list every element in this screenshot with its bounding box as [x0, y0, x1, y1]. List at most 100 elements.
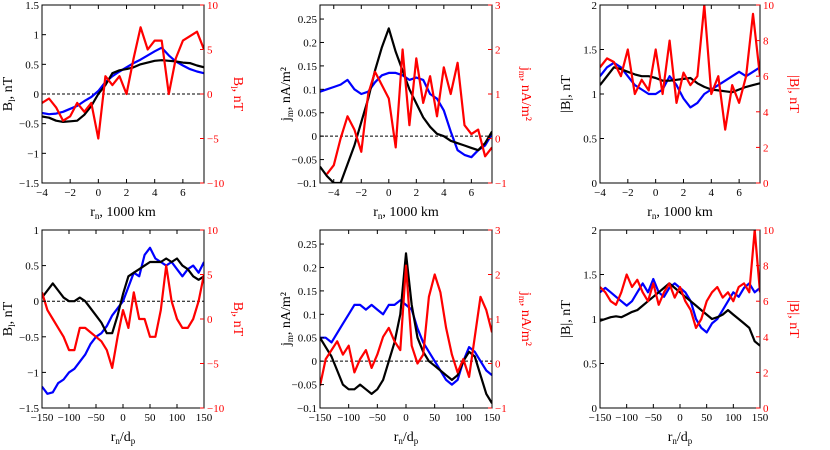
x-tick-label: 0: [386, 187, 392, 199]
x-tick-label: 2: [681, 187, 687, 199]
series-line-1: [320, 299, 492, 386]
panel-6: −150 −100 −50 0 50 100 15000.511.520246810rn/d…: [559, 225, 801, 446]
y-tick-label-right: −10: [207, 178, 225, 190]
y-tick-label-left: −0.1: [297, 403, 317, 415]
axes-frame: [41, 229, 205, 409]
y-tick-label-right: 0: [763, 178, 769, 190]
y-tick-label-left: −1.5: [19, 178, 39, 190]
x-tick-label: 50: [145, 412, 157, 424]
y-tick-label-right: −10: [207, 403, 225, 415]
series-line-2: [320, 27, 492, 183]
y-tick-label-right: 6: [763, 71, 769, 83]
y-tick-label-left: −0.05: [292, 155, 318, 167]
y-tick-label-right: 5: [207, 270, 213, 282]
x-tick-label: −50: [87, 412, 105, 424]
series-line-3: [326, 48, 492, 175]
x-tick-label: −4: [594, 187, 606, 199]
series-line-3: [42, 26, 204, 140]
y-tick-label-right: 3: [495, 0, 501, 12]
y-tick-label-left: 0: [592, 403, 598, 415]
y-tick-label-left: 0.15: [298, 61, 318, 73]
y-tick-label-left: −1.5: [19, 403, 39, 415]
x-tick-label: −4: [328, 187, 340, 199]
series-line-3: [320, 264, 492, 387]
panel-2: −4 −2 0 2 4 6 −0.1 −0.05 0 0.05 0.1 0.15 0.2 0.25 −1 0 1…: [279, 0, 533, 221]
x-tick-label: −50: [645, 412, 663, 424]
y-tick-label-right: 8: [763, 36, 769, 48]
y-tick-label-left: 0.25: [298, 14, 318, 26]
series-line-1: [42, 246, 204, 395]
x-tick-label: 0: [653, 187, 659, 199]
x-tick-label: −2: [355, 187, 367, 199]
y-tick-label-right: 4: [763, 107, 769, 119]
y-tick-label-right: 5: [207, 45, 213, 57]
x-tick-label: 50: [429, 412, 441, 424]
y-tick-label-right: 1: [495, 314, 501, 326]
y-tick-label-left: 1.5: [583, 270, 597, 282]
y-tick-label-left: 0.05: [298, 333, 318, 345]
y-tick-label-left: 0.5: [25, 261, 39, 273]
y-tick-label-right: −1: [495, 178, 507, 190]
y-tick-label-right: 10: [207, 225, 219, 237]
x-tick-label: 2: [414, 187, 420, 199]
series-line-2: [42, 59, 204, 124]
y-tick-label-left: 0: [312, 356, 318, 368]
y-axis-label-right: jm, nA/m²: [517, 66, 533, 121]
y-tick-label-left: −0.05: [292, 380, 318, 392]
y-axis-label-left: jm, nA/m²: [279, 292, 295, 347]
series-line-3: [600, 230, 760, 329]
panel-4: −150 −100 −50 0 50 100 150−1.5−1−0.500.51−10−5…: [1, 225, 245, 446]
x-tick-label: 4: [152, 187, 158, 199]
panel-3: −4 −2 0 2 4 6 0 0.5 1 1.5 2 0 2 4 6 8 10 rn, 1000 km |B|, …: [559, 0, 801, 221]
y-tick-label-left: 1: [592, 314, 598, 326]
x-tick-label: 100: [169, 412, 186, 424]
y-tick-label-right: 4: [763, 332, 769, 344]
x-axis-label: rn, 1000 km: [647, 205, 713, 221]
series-line-2: [600, 66, 760, 94]
y-axis-label-left: |B|, nT: [559, 75, 574, 113]
y-tick-label-left: 0.1: [303, 309, 317, 321]
y-axis-label-right: Bl, nT: [229, 77, 245, 112]
y-axis-label-right: |B|, nT: [786, 75, 801, 113]
x-tick-label: −2: [64, 187, 76, 199]
y-tick-label-left: 0.5: [583, 134, 597, 146]
x-tick-label: 100: [455, 412, 472, 424]
x-tick-label: 6: [736, 187, 742, 199]
y-tick-label-left: 1: [34, 225, 40, 237]
y-tick-label-right: −1: [495, 403, 507, 415]
y-tick-label-left: 0.15: [298, 286, 318, 298]
x-tick-label: −50: [369, 412, 387, 424]
y-tick-label-left: 0.5: [25, 59, 39, 71]
y-tick-label-left: 0: [34, 89, 40, 101]
y-tick-label-right: 0: [207, 314, 213, 326]
x-axis-label: rn/dp: [394, 430, 419, 446]
x-tick-label: 4: [709, 187, 715, 199]
x-tick-label: −100: [615, 412, 638, 424]
panel-1: −4 −2 0 2 4 6 −1.5 −1 −0.5 0 0.5 1 1.5 −10 −5 0 5 10 rn, 1…: [1, 0, 245, 221]
y-tick-label-left: 1.5: [583, 45, 597, 57]
x-tick-label: −100: [58, 412, 81, 424]
y-tick-label-left: 0.2: [303, 262, 317, 274]
y-tick-label-left: 0.05: [298, 108, 318, 120]
y-tick-label-right: 10: [763, 0, 775, 12]
y-tick-label-left: 1: [592, 89, 598, 101]
x-tick-label: −150: [589, 412, 612, 424]
y-tick-label-right: 6: [763, 296, 769, 308]
y-tick-label-right: 1: [495, 89, 501, 101]
y-tick-label-left: 0.2: [303, 37, 317, 49]
y-tick-label-left: −0.5: [19, 332, 39, 344]
x-axis-label: rn, 1000 km: [90, 205, 156, 221]
x-tick-label: 150: [196, 412, 213, 424]
series-line-1: [42, 46, 204, 116]
y-tick-label-right: 0: [207, 89, 213, 101]
y-axis-label-left: jm, nA/m²: [279, 67, 295, 122]
x-tick-label: −2: [622, 187, 634, 199]
y-tick-label-right: 2: [495, 270, 501, 282]
y-tick-label-right: 0: [763, 403, 769, 415]
y-tick-label-left: 2: [592, 0, 598, 12]
x-tick-label: −150: [309, 412, 332, 424]
y-tick-label-right: −5: [207, 359, 219, 371]
y-tick-label-left: −0.1: [297, 178, 317, 190]
series-line-2: [600, 282, 760, 347]
